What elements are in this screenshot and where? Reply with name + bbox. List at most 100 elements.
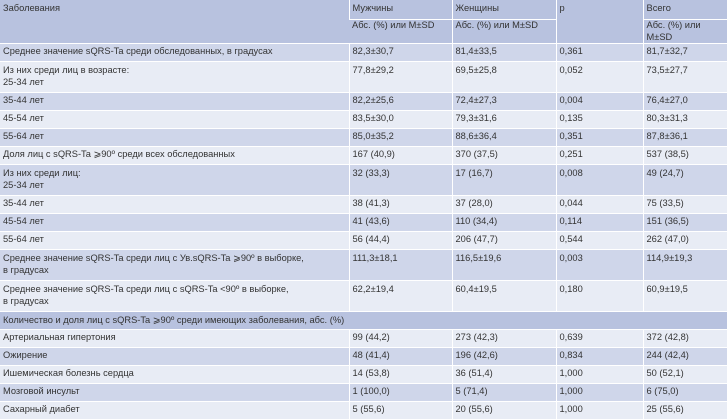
disease-row: Ишемическая болезнь сердца 14 (53,8) 36 (5… (0, 365, 727, 384)
cell-men: 62,2±19,4 (348, 280, 452, 312)
rows-body: Среднее значение sQRS-Ta среди обследова… (0, 43, 727, 312)
header-disease: Заболевания (0, 0, 349, 44)
row-label-line1: Из них среди лиц: (3, 168, 81, 178)
cell-total: 73,5±27,7 (642, 61, 727, 93)
row-label: 35-44 лет (0, 195, 349, 214)
row-label: Среднее значение sQRS-Ta среди лиц с sQR… (0, 280, 349, 312)
cell-total: 6 (75,0) (642, 383, 727, 402)
disease-row: Мозговой инсульт 1 (100,0) 5 (71,4) 1,000 6 … (0, 383, 727, 402)
table-row: Среднее значение sQRS-Ta среди лиц с sQR… (0, 280, 727, 312)
disease-body: Артериальная гипертония 99 (44,2) 273 (42,… (0, 329, 727, 420)
cell-total: 60,9±19,5 (642, 280, 727, 312)
subheader-row: Абс. (%) или M±SD Абс. (%) или M±SD Абс.… (0, 19, 727, 44)
row-label-line1: Среднее значение sQRS-Ta среди обследова… (3, 46, 273, 56)
table-row: 45-54 лет 41 (43,6) 110 (34,4) 0,114 151 (36… (0, 213, 727, 232)
cell-men: 77,8±29,2 (348, 61, 452, 93)
cell-men: 83,5±30,0 (348, 110, 452, 129)
row-label-line1: 55-64 лет (3, 131, 44, 141)
row-label-line1: 45-54 лет (3, 216, 44, 226)
cell-men: 38 (41,3) (348, 195, 452, 214)
cell-p: 0,351 (555, 128, 643, 147)
cell-women: 116,5±19,6 (451, 249, 556, 281)
cell-men: 32 (33,3) (348, 164, 452, 196)
row-label-line1: 35-44 лет (3, 198, 44, 208)
row-label-line1: Среднее значение sQRS-Ta среди лиц с Ув.… (3, 253, 304, 263)
disease-row: Ожирение 48 (41,4) 196 (42,6) 0,834 244 (42,… (0, 347, 727, 366)
row-label: 35-44 лет (0, 92, 349, 111)
row-label-line1: 55-64 лет (3, 234, 44, 244)
header-total: Всего (642, 0, 727, 20)
cell-p: 1,000 (555, 365, 643, 384)
cell-men: 167 (40,9) (348, 146, 452, 165)
cell-men: 1 (100,0) (348, 383, 452, 402)
row-label-line2: в градусах (3, 295, 49, 306)
cell-men: 82,3±30,7 (348, 43, 452, 62)
disease-row: Артериальная гипертония 99 (44,2) 273 (42,… (0, 329, 727, 348)
header-men: Мужчины (348, 0, 452, 20)
cell-women: 72,4±27,3 (451, 92, 556, 111)
row-label: Среднее значение sQRS-Ta среди обследова… (0, 43, 349, 62)
cell-p: 0,180 (555, 280, 643, 312)
cell-p: 0,044 (555, 195, 643, 214)
cell-p: 0,114 (555, 213, 643, 232)
cell-p: 0,004 (555, 92, 643, 111)
cell-p: 0,544 (555, 231, 643, 250)
cell-p: 0,251 (555, 146, 643, 165)
cell-women: 88,6±36,4 (451, 128, 556, 147)
table-row: 55-64 лет 85,0±35,2 88,6±36,4 0,351 87,8±36,… (0, 128, 727, 147)
table-row: 35-44 лет 82,2±25,6 72,4±27,3 0,004 76,4±27,… (0, 92, 727, 111)
row-label: 55-64 лет (0, 128, 349, 147)
cell-men: 99 (44,2) (348, 329, 452, 348)
cell-women: 60,4±19,5 (451, 280, 556, 312)
subheader-women: Абс. (%) или M±SD (451, 19, 556, 44)
row-label: Среднее значение sQRS-Ta среди лиц с Ув.… (0, 249, 349, 281)
cell-women: 79,3±31,6 (451, 110, 556, 129)
cell-men: 85,0±35,2 (348, 128, 452, 147)
cell-total: 151 (36,5) (642, 213, 727, 232)
header-p: p (555, 0, 643, 44)
cell-total: 81,7±32,7 (642, 43, 727, 62)
row-label-line1: 45-54 лет (3, 113, 44, 123)
cell-women: 17 (16,7) (451, 164, 556, 196)
disease-label: Мозговой инсульт (0, 383, 349, 402)
cell-men: 82,2±25,6 (348, 92, 452, 111)
cell-p: 0,135 (555, 110, 643, 129)
cell-total: 80,3±31,3 (642, 110, 727, 129)
subheader-men: Абс. (%) или M±SD (349, 19, 452, 44)
disease-label: Ожирение (0, 347, 349, 366)
row-label: 45-54 лет (0, 213, 349, 232)
row-label: 45-54 лет (0, 110, 349, 129)
cell-women: 370 (37,5) (451, 146, 556, 165)
cell-women: 37 (28,0) (451, 195, 556, 214)
cell-total: 114,9±19,3 (642, 249, 727, 281)
row-label-line2: 25-34 лет (3, 179, 44, 190)
cell-p: 0,639 (555, 329, 643, 348)
cell-women: 36 (51,4) (451, 365, 556, 384)
subheader-total: Абс. (%) или M±SD (642, 19, 727, 44)
table-row: Среднее значение sQRS-Ta среди лиц с Ув.… (0, 249, 727, 281)
cell-women: 206 (47,7) (451, 231, 556, 250)
row-label: Доля лиц с sQRS-Ta ⩾90º среди всех обсле… (0, 146, 349, 165)
cell-men: 48 (41,4) (348, 347, 452, 366)
cell-p: 0,003 (555, 249, 643, 281)
table-row: Доля лиц с sQRS-Ta ⩾90º среди всех обсле… (0, 146, 727, 165)
cell-p: 0,008 (555, 164, 643, 196)
cell-women: 196 (42,6) (451, 347, 556, 366)
table-row: 35-44 лет 38 (41,3) 37 (28,0) 0,044 75 (33,5… (0, 195, 727, 214)
cell-total: 537 (38,5) (642, 146, 727, 165)
row-label-line1: Доля лиц с sQRS-Ta ⩾90º среди всех обсле… (3, 149, 235, 159)
cell-men: 41 (43,6) (348, 213, 452, 232)
cell-p: 0,361 (555, 43, 643, 62)
cell-women: 81,4±33,5 (451, 43, 556, 62)
cell-women: 110 (34,4) (451, 213, 556, 232)
row-label: Из них среди лиц в возрасте: 25-34 лет (0, 61, 349, 93)
disease-label: Артериальная гипертония (0, 329, 349, 348)
section-row: Количество и доля лиц с sQRS-Ta ⩾90º сре… (0, 311, 727, 330)
cell-p: 0,052 (555, 61, 643, 93)
cell-total: 76,4±27,0 (642, 92, 727, 111)
header-row: Заболевания Мужчины Женщины p Всего (0, 0, 727, 44)
cell-men: 56 (44,4) (348, 231, 452, 250)
row-label: 55-64 лет (0, 231, 349, 250)
section-title: Количество и доля лиц с sQRS-Ta ⩾90º сре… (0, 311, 727, 330)
